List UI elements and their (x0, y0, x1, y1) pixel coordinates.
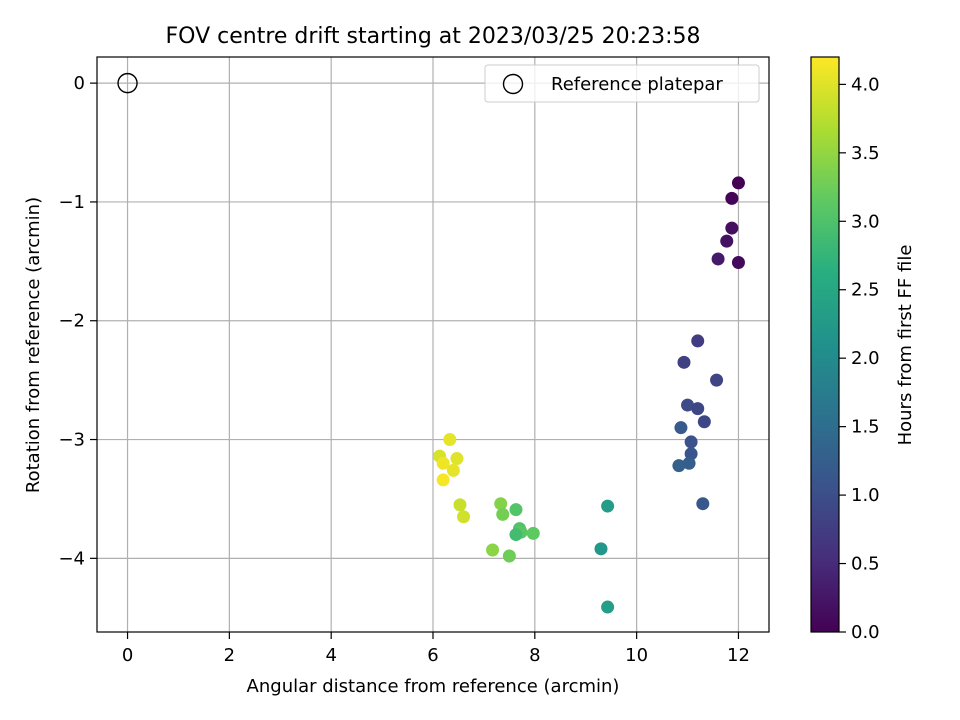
data-point (691, 334, 705, 348)
legend-label: Reference platepar (551, 74, 723, 95)
colorbar: 0.0 0.5 1.0 1.5 2.0 2.5 3.0 3.5 4.0 Hours from f… (810, 56, 916, 643)
data-point (731, 256, 745, 270)
data-point (509, 528, 523, 542)
data-point (677, 355, 691, 369)
colorbar-gradient (810, 56, 840, 633)
data-point (450, 452, 464, 466)
data-point (601, 600, 615, 614)
data-point (486, 543, 500, 557)
data-point (682, 456, 696, 470)
data-point (684, 435, 698, 449)
y-tick-label: −1 (58, 192, 85, 213)
colorbar-tick-label: 1.5 (851, 417, 880, 438)
data-point (691, 402, 705, 416)
data-point (443, 433, 457, 447)
colorbar-tick-label: 3.5 (851, 143, 880, 164)
plot-frame (96, 56, 770, 633)
x-axis-label: Angular distance from reference (arcmin) (247, 676, 620, 697)
data-point (509, 503, 523, 517)
data-point (436, 473, 450, 487)
data-point (710, 373, 724, 387)
x-tick-label: 8 (529, 645, 540, 666)
data-point (594, 542, 608, 556)
x-tick-label: 10 (625, 645, 648, 666)
legend: Reference platepar (484, 64, 760, 103)
legend-box (484, 64, 760, 103)
x-tick-label: 12 (727, 645, 750, 666)
data-point (725, 221, 739, 235)
colorbar-tick-label: 4.0 (851, 74, 880, 95)
legend-marker-open-circle (502, 73, 524, 95)
reference-platepar-marker (117, 72, 138, 94)
x-axis-ticks: 0 2 4 6 8 10 12 (122, 632, 750, 666)
data-point (711, 252, 725, 266)
data-point (502, 549, 516, 563)
data-point (436, 456, 450, 470)
x-tick-label: 0 (122, 645, 133, 666)
data-point (446, 463, 460, 477)
data-point (725, 191, 739, 205)
colorbar-tick-label: 0.0 (851, 622, 880, 643)
data-point (526, 526, 540, 540)
colorbar-tick-label: 2.5 (851, 280, 880, 301)
colorbar-tick-label: 0.5 (851, 554, 880, 575)
data-point (696, 497, 710, 511)
y-axis-ticks: 0 −1 −2 −3 −4 (58, 73, 97, 569)
data-point (720, 234, 734, 248)
data-point (672, 459, 686, 473)
data-point (453, 498, 467, 512)
y-tick-label: −4 (58, 548, 85, 569)
data-point (457, 510, 471, 524)
y-axis-label: Rotation from reference (arcmin) (23, 197, 44, 493)
y-tick-label: −3 (58, 430, 85, 451)
colorbar-tick-label: 1.0 (851, 485, 880, 506)
chart-title: FOV centre drift starting at 2023/03/25 … (166, 24, 701, 49)
colorbar-label: Hours from first FF file (895, 245, 916, 446)
data-point (601, 499, 615, 513)
x-tick-label: 6 (427, 645, 438, 666)
colorbar-ticks: 0.0 0.5 1.0 1.5 2.0 2.5 3.0 3.5 4.0 (839, 74, 880, 643)
y-tick-label: 0 (74, 73, 85, 94)
data-point (494, 497, 508, 511)
colorbar-tick-label: 2.0 (851, 348, 880, 369)
y-tick-label: −2 (58, 311, 85, 332)
data-point (496, 507, 510, 521)
data-point (697, 415, 711, 429)
x-tick-label: 4 (325, 645, 336, 666)
colorbar-tick-label: 3.0 (851, 211, 880, 232)
data-points (433, 176, 745, 614)
x-tick-label: 2 (224, 645, 235, 666)
plot-area: 0 2 4 6 8 10 12 0 −1 −2 −3 −4 (58, 56, 770, 666)
data-point (674, 421, 688, 435)
data-point (731, 176, 745, 190)
grid (97, 57, 769, 632)
data-point (681, 398, 695, 412)
